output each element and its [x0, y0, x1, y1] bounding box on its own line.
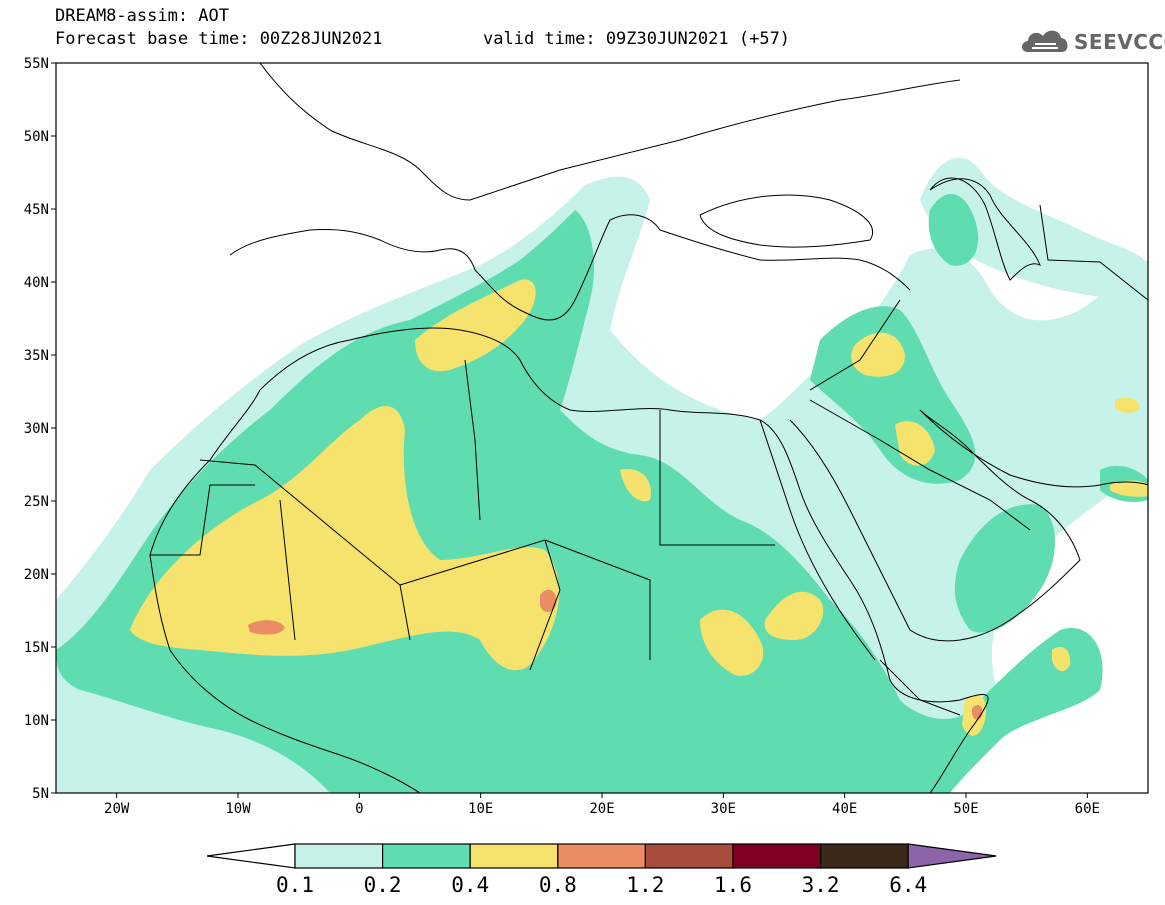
legend-label: 1.2 [626, 873, 664, 897]
aot-contour-0.8-mali [248, 620, 285, 635]
aot-field [56, 157, 1148, 793]
border-niger-chad [399, 539, 561, 671]
coastline-persian-gulf [919, 409, 1148, 488]
border-libya-egypt [659, 410, 775, 546]
aot-contour-0.8-chad [540, 589, 557, 613]
aot-contour-0.4-iraq [851, 332, 905, 377]
aot-contour-0.4-persia [1115, 397, 1140, 413]
lat-tick-label: 35N [24, 348, 49, 364]
lat-tick-label: 30N [24, 421, 49, 437]
lat-tick-label: 55N [24, 56, 49, 72]
lat-tick-label: 40N [24, 275, 49, 291]
logo-text: SEEVCCC [1074, 30, 1165, 54]
legend-bin [557, 843, 646, 869]
aot-contour-0.4 [130, 406, 560, 671]
latitude-axis: 55N 50N 45N 40N 35N 30N 25N 20N 15N 10N 5N [24, 56, 56, 802]
lon-tick-label: 60E [1075, 801, 1100, 817]
legend-label: 3.2 [802, 873, 840, 897]
legend-label: 0.2 [364, 873, 402, 897]
aot-contour-0.4-ethiopia [764, 591, 824, 640]
lon-tick-label: 10E [468, 801, 493, 817]
aot-contour-0.4-tunisia [415, 279, 536, 372]
lat-tick-label: 50N [24, 129, 49, 145]
lon-tick-label: 20E [589, 801, 614, 817]
coastline-caspian [929, 177, 1041, 281]
coastline-europe [229, 214, 911, 321]
border-algeria-mali [199, 459, 411, 641]
lon-tick-label: 50E [953, 801, 978, 817]
legend-bin [469, 843, 559, 869]
legend-high-arrow [907, 843, 997, 869]
coastline-arabia [789, 409, 1081, 642]
aot-contour-0.2-mesopotamia [810, 306, 976, 484]
aot-contour-0.4-libya [620, 469, 651, 502]
border-mali-niger [279, 499, 296, 641]
model-title: DREAM8-assim: AOT [55, 6, 229, 26]
border-sudan [544, 539, 651, 660]
longitude-axis: 20W 10W 0 10E 20E 30E 40E 50E 60E [104, 793, 1100, 817]
border-iraq [809, 299, 901, 391]
coastline-north-europe [259, 63, 961, 201]
lat-tick-label: 25N [24, 494, 49, 510]
legend-bin [732, 843, 822, 869]
coastline-black-sea [699, 194, 873, 248]
lon-tick-label: 20W [104, 801, 130, 817]
lat-tick-label: 15N [24, 640, 49, 656]
legend-label: 0.1 [276, 873, 314, 897]
coastlines-borders [149, 63, 1148, 793]
lon-tick-label: 40E [832, 801, 857, 817]
valid-time: valid time: 09Z30JUN2021 (+57) [483, 29, 791, 49]
forecast-base-time: Forecast base time: 00Z28JUN2021 [55, 29, 383, 49]
legend-label: 0.8 [539, 873, 577, 897]
lat-tick-label: 5N [32, 786, 49, 802]
legend-low-arrow [206, 843, 296, 869]
legend-label: 1.6 [714, 873, 752, 897]
lon-tick-label: 0 [355, 801, 363, 817]
aot-contour-0.4-sudan [700, 609, 764, 676]
legend-bin [644, 843, 734, 869]
border-horn [879, 659, 961, 716]
legend-bin [294, 843, 384, 869]
lat-tick-label: 20N [24, 567, 49, 583]
legend-label: 0.4 [451, 873, 489, 897]
border-saudi [809, 399, 1031, 531]
seevccc-logo: SEEVCCC [1018, 24, 1165, 58]
aot-contour-0.1-caspian [920, 157, 1148, 300]
legend-label: 6.4 [889, 873, 927, 897]
aot-contour-0.2-caspian [928, 193, 979, 266]
lat-tick-label: 45N [24, 202, 49, 218]
cloud-icon [1022, 30, 1068, 52]
legend-bin [819, 843, 909, 869]
aot-contour-0.4-iran [1110, 480, 1148, 497]
lat-tick-label: 10N [24, 713, 49, 729]
border-algeria-libya [464, 359, 481, 521]
coastline-west-africa [149, 554, 421, 793]
aot-contour-0.8-somalia [972, 705, 983, 720]
aot-contour-0.4-yemen [1052, 646, 1071, 672]
legend-bin [382, 843, 471, 869]
lon-tick-label: 10W [225, 801, 251, 817]
coastline-red-sea [759, 419, 876, 661]
aot-colorbar: 0.1 0.2 0.4 0.8 1.2 1.6 3.2 6.4 [206, 843, 997, 897]
border-iran [1039, 204, 1148, 301]
border-west-sahara [150, 484, 255, 556]
aot-contour-0.2-arabia [954, 504, 1055, 633]
lon-tick-label: 30E [711, 801, 736, 817]
